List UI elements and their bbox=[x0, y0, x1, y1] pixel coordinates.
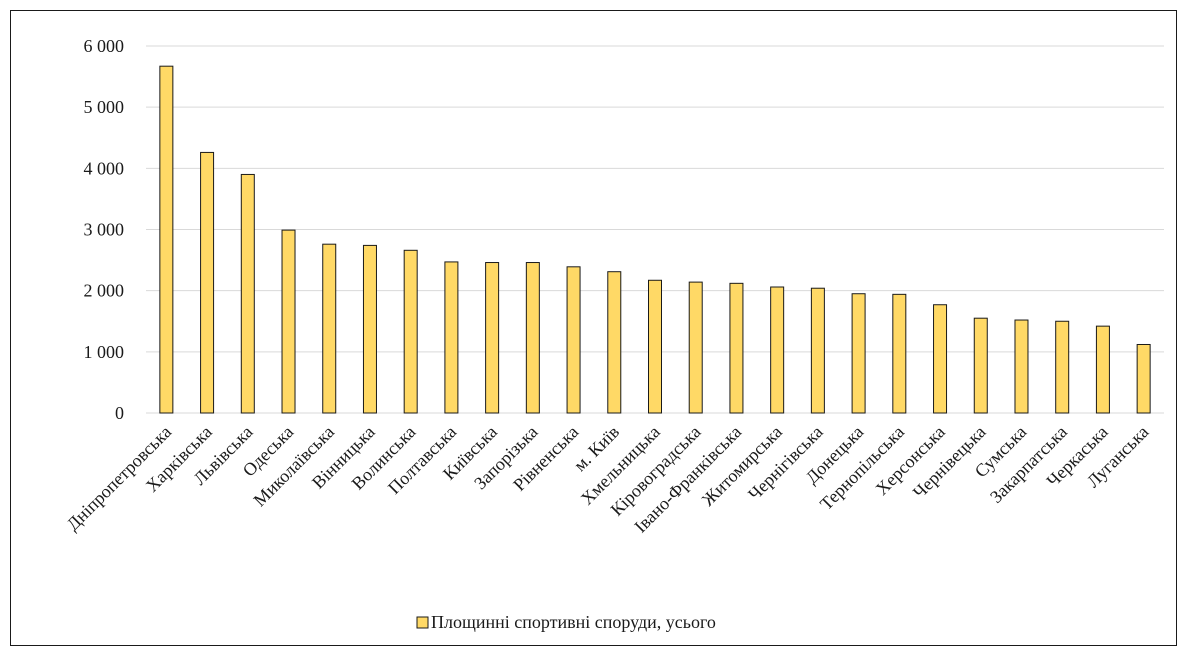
bar bbox=[648, 279, 662, 414]
y-tick-label: 6 000 bbox=[84, 36, 125, 56]
bar bbox=[240, 173, 255, 414]
legend: Площинні спортивні споруди, усього bbox=[416, 612, 716, 632]
bar bbox=[566, 266, 581, 414]
bar bbox=[973, 317, 988, 414]
bar bbox=[1136, 343, 1151, 414]
y-axis: 0 1 000 2 000 3 000 4 000 5 000 6 000 bbox=[84, 36, 125, 423]
bar bbox=[525, 262, 540, 414]
bar bbox=[688, 281, 703, 414]
bar bbox=[322, 243, 337, 414]
bar bbox=[444, 261, 459, 414]
bar bbox=[1095, 325, 1110, 414]
bar bbox=[933, 304, 948, 414]
bar bbox=[607, 271, 622, 414]
bar bbox=[159, 65, 174, 414]
bar bbox=[810, 287, 825, 414]
y-tick-label: 2 000 bbox=[84, 281, 125, 301]
bars bbox=[159, 65, 1151, 414]
legend-label: Площинні спортивні споруди, усього bbox=[431, 612, 716, 632]
bar bbox=[281, 229, 296, 414]
legend-swatch bbox=[416, 616, 429, 629]
bar bbox=[892, 293, 907, 414]
bar bbox=[362, 244, 377, 414]
bar bbox=[770, 286, 785, 414]
y-tick-label: 1 000 bbox=[84, 342, 125, 362]
bar bbox=[200, 151, 215, 414]
x-axis-labels: ДніпропетровськаХарківськаЛьвівськаОдесь… bbox=[63, 422, 1153, 537]
bar bbox=[1055, 320, 1070, 414]
bar bbox=[403, 249, 418, 414]
bar-chart: 0 1 000 2 000 3 000 4 000 5 000 6 000 Дніпропе… bbox=[63, 36, 1164, 632]
y-tick-label: 5 000 bbox=[84, 97, 125, 117]
bar bbox=[1014, 319, 1029, 414]
y-tick-label: 0 bbox=[115, 403, 124, 423]
bar bbox=[485, 262, 500, 414]
bar bbox=[851, 293, 866, 414]
bar bbox=[729, 282, 744, 414]
chart-frame: 0 1 000 2 000 3 000 4 000 5 000 6 000 Дніпропе… bbox=[10, 10, 1177, 646]
y-tick-label: 3 000 bbox=[84, 220, 125, 240]
y-tick-label: 4 000 bbox=[84, 158, 125, 178]
